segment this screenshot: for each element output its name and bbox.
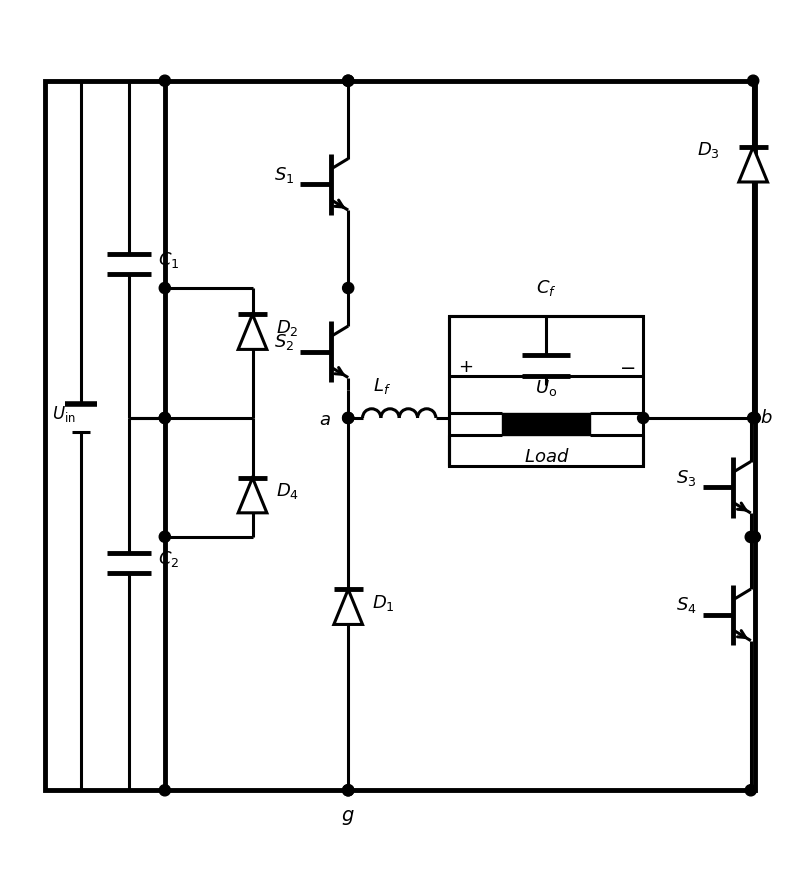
Circle shape: [747, 412, 758, 423]
Text: $\mathit{Load}$: $\mathit{Load}$: [523, 449, 569, 466]
Circle shape: [747, 75, 758, 86]
Text: $S_2$: $S_2$: [274, 332, 294, 352]
Circle shape: [745, 785, 756, 796]
Circle shape: [159, 785, 170, 796]
Text: $L_f$: $L_f$: [373, 375, 390, 395]
Text: $C_1$: $C_1$: [158, 250, 179, 270]
Text: $D_4$: $D_4$: [277, 482, 299, 502]
Text: $g$: $g$: [342, 807, 355, 827]
Bar: [46, 81, 754, 790]
Text: $U_{\rm in}$: $U_{\rm in}$: [52, 404, 75, 424]
Circle shape: [342, 75, 354, 86]
Polygon shape: [238, 478, 267, 513]
Circle shape: [638, 412, 649, 423]
Circle shape: [159, 282, 170, 294]
Text: $D_3$: $D_3$: [697, 140, 720, 160]
Polygon shape: [739, 147, 767, 182]
Text: $+$: $+$: [458, 358, 473, 376]
Circle shape: [159, 412, 170, 423]
Text: $-$: $-$: [619, 357, 635, 376]
Circle shape: [159, 531, 170, 543]
Text: $U_{\rm o}$: $U_{\rm o}$: [535, 378, 558, 398]
Polygon shape: [334, 590, 362, 625]
Circle shape: [159, 75, 170, 86]
Circle shape: [749, 531, 760, 543]
Circle shape: [342, 412, 354, 423]
Circle shape: [342, 785, 354, 796]
Text: $b$: $b$: [759, 409, 772, 427]
Text: $S_1$: $S_1$: [274, 165, 294, 185]
Circle shape: [749, 412, 760, 423]
Text: $D_2$: $D_2$: [277, 318, 299, 338]
Polygon shape: [238, 314, 267, 349]
Bar: [502, 413, 590, 436]
Text: $a$: $a$: [318, 410, 330, 429]
Circle shape: [342, 412, 354, 423]
Text: $C_2$: $C_2$: [158, 549, 179, 569]
Circle shape: [342, 75, 354, 86]
Circle shape: [342, 785, 354, 796]
Circle shape: [159, 412, 170, 423]
Text: $D_1$: $D_1$: [372, 593, 395, 613]
Circle shape: [342, 282, 354, 294]
Text: $S_4$: $S_4$: [676, 595, 697, 615]
Bar: [450, 316, 643, 466]
Text: $C_f$: $C_f$: [536, 279, 557, 299]
Circle shape: [745, 531, 756, 543]
Text: $S_3$: $S_3$: [676, 468, 697, 488]
